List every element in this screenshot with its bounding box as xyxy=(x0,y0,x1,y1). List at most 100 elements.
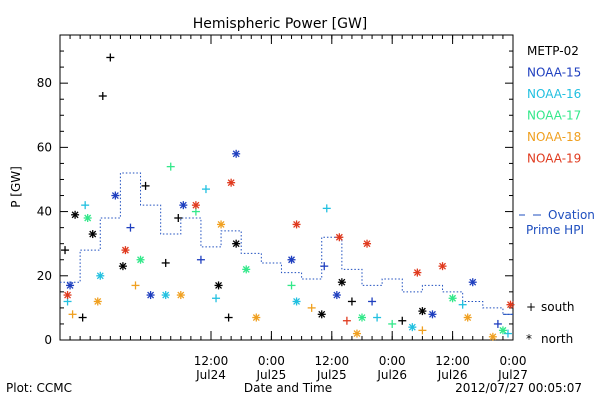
x-tick-label-date: Jul25 xyxy=(256,368,287,382)
north-point xyxy=(358,313,366,322)
north-point xyxy=(136,255,145,264)
legend-south-label: south xyxy=(541,300,575,314)
north-point xyxy=(66,281,75,290)
north-point xyxy=(214,281,223,290)
north-point xyxy=(352,329,361,338)
series-legend: METP-02 NOAA-15 NOAA-16 NOAA-17 NOAA-18 NOAA-… xyxy=(519,44,595,346)
south-point xyxy=(347,297,356,306)
x-tick-label-date: Jul24 xyxy=(195,368,226,382)
north-point xyxy=(227,178,236,187)
legend-entry-noaa-15: NOAA-15 xyxy=(527,66,581,80)
north-point xyxy=(408,323,417,332)
x-tick-label-time: 0:00 xyxy=(379,354,406,368)
north-point xyxy=(468,278,477,287)
south-point xyxy=(141,181,150,190)
north-point xyxy=(146,291,155,300)
legend-entry-noaa-16: NOAA-16 xyxy=(527,87,581,101)
plot-timestamp: 2012/07/27 00:05:07 xyxy=(455,381,582,395)
south-point xyxy=(196,255,205,264)
ovation-prime-hpi-line xyxy=(60,172,513,315)
y-axis-ticks: 0 20 40 60 80 xyxy=(37,50,513,347)
x-axis-ticks: 12:00Jul240:00Jul2512:00Jul250:00Jul2612… xyxy=(59,35,528,382)
y-tick-label: 80 xyxy=(37,76,52,90)
north-point xyxy=(111,191,120,200)
north-point xyxy=(488,332,497,341)
south-point xyxy=(224,313,233,322)
south-point xyxy=(174,214,183,222)
satellite-points xyxy=(61,53,515,341)
north-point xyxy=(506,300,515,309)
north-point xyxy=(363,239,372,248)
x-tick-label-time: 12:00 xyxy=(194,354,229,368)
north-point xyxy=(413,268,422,277)
north-point xyxy=(161,291,170,300)
south-point xyxy=(388,319,397,328)
north-point xyxy=(96,271,105,280)
chart-title: Hemispheric Power [GW] xyxy=(193,16,368,32)
north-point xyxy=(118,262,127,271)
north-point xyxy=(448,294,457,303)
south-point xyxy=(320,262,329,271)
north-point xyxy=(463,313,472,322)
legend-ovation-label-2: Prime HPI xyxy=(526,223,584,237)
north-point xyxy=(217,220,226,229)
x-tick-label-date: Jul26 xyxy=(376,368,407,382)
legend-ovation-label-1: Ovation xyxy=(548,208,595,222)
north-point xyxy=(292,220,301,229)
north-point xyxy=(232,239,241,248)
legend-north-label: north xyxy=(541,332,573,346)
north-point xyxy=(93,297,102,306)
legend-entry-noaa-17: NOAA-17 xyxy=(527,109,581,123)
north-point xyxy=(191,201,200,210)
legend-entry-metp-02: METP-02 xyxy=(527,44,579,58)
north-point xyxy=(63,291,72,300)
north-point xyxy=(317,310,326,319)
north-point xyxy=(332,291,341,300)
legend-north-symbol: * xyxy=(526,332,532,346)
north-point xyxy=(428,310,437,319)
south-point xyxy=(493,319,502,328)
x-tick-label-date: Jul25 xyxy=(316,368,347,382)
south-point xyxy=(78,313,87,322)
y-tick-label: 60 xyxy=(37,140,52,154)
north-point xyxy=(232,149,241,158)
south-point xyxy=(458,300,467,309)
south-point xyxy=(166,162,175,171)
north-point xyxy=(287,255,296,264)
y-tick-label: 0 xyxy=(44,333,52,347)
x-tick-label-time: 0:00 xyxy=(258,354,285,368)
north-point xyxy=(88,230,97,239)
y-axis-label: P [GW] xyxy=(9,166,23,208)
north-point xyxy=(179,201,188,210)
north-point xyxy=(292,297,301,306)
north-point xyxy=(71,210,80,219)
south-point xyxy=(98,92,107,100)
north-point xyxy=(438,262,447,271)
south-point xyxy=(287,281,296,290)
north-point xyxy=(252,313,261,322)
y-tick-label: 40 xyxy=(37,205,52,219)
south-point xyxy=(106,53,115,62)
north-point xyxy=(83,214,92,222)
south-point xyxy=(398,316,407,325)
legend-entry-noaa-19: NOAA-19 xyxy=(527,152,581,166)
north-point xyxy=(418,307,427,316)
north-point xyxy=(335,233,344,242)
north-point xyxy=(121,246,130,255)
x-tick-label-date: Jul26 xyxy=(437,368,468,382)
y-tick-label: 20 xyxy=(37,269,52,283)
south-point xyxy=(322,204,331,213)
south-point xyxy=(307,303,316,312)
north-point xyxy=(337,278,346,287)
north-point xyxy=(176,291,185,300)
south-point xyxy=(373,313,382,322)
south-point xyxy=(342,316,351,325)
south-point xyxy=(68,310,77,319)
south-point xyxy=(61,246,70,255)
south-point xyxy=(212,294,221,303)
legend-south-symbol: + xyxy=(526,300,536,314)
ovation-series xyxy=(60,172,513,315)
south-point xyxy=(418,326,427,335)
x-tick-label-time: 0:00 xyxy=(500,354,527,368)
